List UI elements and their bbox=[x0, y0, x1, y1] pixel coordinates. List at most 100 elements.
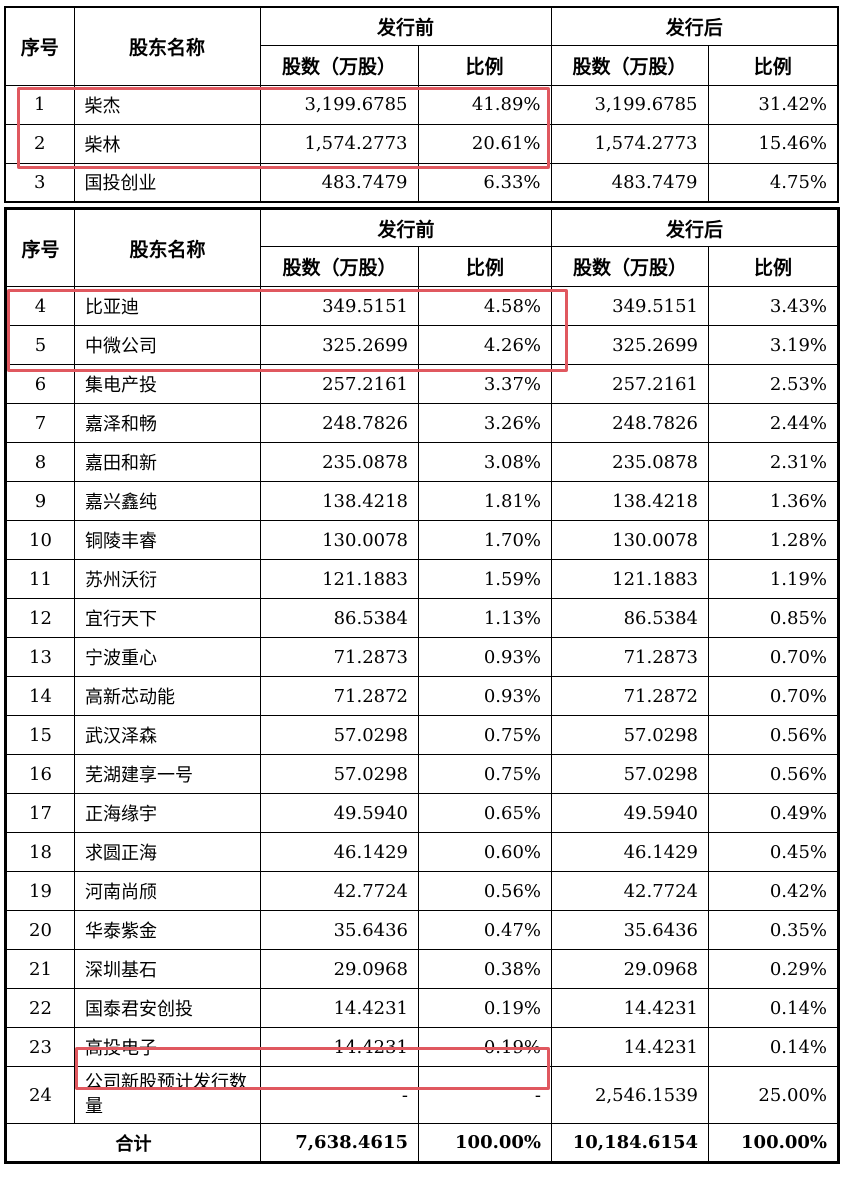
row-after-ratio: 0.70% bbox=[708, 676, 840, 716]
table-row: 23 高投电子 14.4231 0.19% 14.4231 0.14% bbox=[5, 1027, 840, 1067]
row-after-shares: 235.0878 bbox=[551, 442, 710, 482]
row-after-ratio: 3.19% bbox=[708, 325, 840, 365]
row-seq: 16 bbox=[5, 754, 75, 794]
row-name: 柴林 bbox=[73, 123, 261, 164]
row-seq: 10 bbox=[5, 520, 75, 560]
row-name: 柴杰 bbox=[73, 84, 261, 125]
row-name: 国投创业 bbox=[73, 162, 261, 203]
row-before-shares: 14.4231 bbox=[260, 1027, 419, 1067]
row-before-shares: 57.0298 bbox=[260, 754, 419, 794]
row-after-shares: 2,546.1539 bbox=[551, 1066, 710, 1124]
row-before-ratio: 1.59% bbox=[417, 559, 553, 599]
row-after-shares: 35.6436 bbox=[551, 910, 710, 950]
row-after-shares: 325.2699 bbox=[551, 325, 710, 365]
row-after-shares: 14.4231 bbox=[551, 1027, 710, 1067]
row-before-shares: - bbox=[260, 1066, 419, 1124]
row-before-ratio: 0.93% bbox=[417, 676, 553, 716]
header-before: 发行前 bbox=[259, 6, 552, 46]
row-name: 武汉泽森 bbox=[74, 715, 261, 755]
row-before-shares: 483.7479 bbox=[259, 162, 419, 203]
row-before-shares: 138.4218 bbox=[260, 481, 419, 521]
row-after-ratio: 0.70% bbox=[708, 637, 840, 677]
table-row: 19 河南尚颀 42.7724 0.56% 42.7724 0.42% bbox=[5, 871, 840, 911]
row-seq: 24 bbox=[5, 1066, 75, 1124]
row-before-ratio: 0.65% bbox=[417, 793, 553, 833]
table-row: 18 求圆正海 46.1429 0.60% 46.1429 0.45% bbox=[5, 832, 840, 872]
table-row: 24 公司新股预计发行数量 - -2,546.1539 25.00% bbox=[5, 1066, 840, 1124]
table-row: 16 芜湖建享一号 57.0298 0.75% 57.0298 0.56% bbox=[5, 754, 840, 794]
header-after-shares: 股数（万股） bbox=[551, 246, 710, 287]
row-seq: 17 bbox=[5, 793, 75, 833]
row-after-shares: 49.5940 bbox=[551, 793, 710, 833]
row-before-shares: 49.5940 bbox=[260, 793, 419, 833]
row-after-shares: 86.5384 bbox=[551, 598, 710, 638]
row-name: 比亚迪 bbox=[74, 286, 261, 326]
row-before-shares: 3,199.6785 bbox=[259, 84, 419, 125]
row-after-ratio: 0.35% bbox=[708, 910, 840, 950]
header-seq: 序号 bbox=[5, 208, 75, 287]
table-row: 21 深圳基石 29.0968 0.38% 29.0968 0.29% bbox=[5, 949, 840, 989]
row-before-ratio: 3.37% bbox=[417, 364, 553, 404]
row-after-shares: 257.2161 bbox=[551, 364, 710, 404]
row-name: 苏州沃衍 bbox=[74, 559, 261, 599]
row-before-ratio: 1.13% bbox=[417, 598, 553, 638]
total-after-ratio: 100.00% bbox=[708, 1123, 840, 1163]
total-label: 合计 bbox=[5, 1123, 261, 1163]
header-after-ratio: 比例 bbox=[708, 246, 840, 287]
row-after-ratio: 25.00% bbox=[708, 1066, 840, 1124]
row-name: 高投电子 bbox=[74, 1027, 261, 1067]
row-before-shares: 71.2873 bbox=[260, 637, 419, 677]
row-after-shares: 71.2872 bbox=[551, 676, 710, 716]
row-seq: 13 bbox=[5, 637, 75, 677]
table-row: 15 武汉泽森 57.0298 0.75% 57.0298 0.56% bbox=[5, 715, 840, 755]
row-after-shares: 138.4218 bbox=[551, 481, 710, 521]
row-name: 铜陵丰睿 bbox=[74, 520, 261, 560]
header-before-ratio: 比例 bbox=[417, 44, 552, 86]
row-before-shares: 57.0298 bbox=[260, 715, 419, 755]
row-after-ratio: 31.42% bbox=[707, 84, 839, 125]
row-before-shares: 130.0078 bbox=[260, 520, 419, 560]
row-before-shares: 121.1883 bbox=[260, 559, 419, 599]
row-after-ratio: 0.56% bbox=[708, 715, 840, 755]
row-before-ratio: 4.26% bbox=[417, 325, 553, 365]
table-row: 10 铜陵丰睿 130.0078 1.70% 130.0078 1.28% bbox=[5, 520, 840, 560]
table-row: 3 国投创业 483.7479 6.33% 483.7479 4.75% bbox=[4, 162, 839, 203]
row-before-ratio: 0.60% bbox=[417, 832, 553, 872]
row-name: 嘉田和新 bbox=[74, 442, 261, 482]
row-after-ratio: 0.42% bbox=[708, 871, 840, 911]
table-row: 20 华泰紫金 35.6436 0.47% 35.6436 0.35% bbox=[5, 910, 840, 950]
row-name: 高新芯动能 bbox=[74, 676, 261, 716]
row-before-ratio: 41.89% bbox=[417, 84, 552, 125]
row-before-shares: 325.2699 bbox=[260, 325, 419, 365]
row-seq: 5 bbox=[5, 325, 75, 365]
row-seq: 18 bbox=[5, 832, 75, 872]
row-after-shares: 248.7826 bbox=[551, 403, 710, 443]
row-after-ratio: 1.28% bbox=[708, 520, 840, 560]
shareholder-table-part2: 序号 股东名称 发行前 发行后 股数（万股） 比例 股数（万股） 比例 4 比亚迪… bbox=[4, 207, 841, 1164]
row-after-ratio: 2.31% bbox=[708, 442, 840, 482]
row-seq: 23 bbox=[5, 1027, 75, 1067]
row-before-shares: 86.5384 bbox=[260, 598, 419, 638]
row-before-ratio: 1.70% bbox=[417, 520, 553, 560]
total-after-shares: 10,184.6154 bbox=[551, 1123, 710, 1163]
row-before-ratio: 4.58% bbox=[417, 286, 553, 326]
row-name: 公司新股预计发行数量 bbox=[74, 1066, 261, 1124]
row-after-ratio: 1.36% bbox=[708, 481, 840, 521]
row-seq: 4 bbox=[5, 286, 75, 326]
row-after-shares: 71.2873 bbox=[551, 637, 710, 677]
row-after-shares: 3,199.6785 bbox=[550, 84, 709, 125]
header-after: 发行后 bbox=[551, 208, 840, 247]
row-after-ratio: 15.46% bbox=[707, 123, 839, 164]
row-name: 华泰紫金 bbox=[74, 910, 261, 950]
row-before-ratio: 0.93% bbox=[417, 637, 553, 677]
row-before-shares: 235.0878 bbox=[260, 442, 419, 482]
row-seq: 12 bbox=[5, 598, 75, 638]
row-after-ratio: 4.75% bbox=[707, 162, 839, 203]
row-before-ratio: 0.75% bbox=[417, 754, 553, 794]
table-row: 12 宜行天下 86.5384 1.13% 86.5384 0.85% bbox=[5, 598, 840, 638]
row-before-ratio: 0.38% bbox=[417, 949, 553, 989]
row-after-ratio: 0.29% bbox=[708, 949, 840, 989]
row-seq: 9 bbox=[5, 481, 75, 521]
header-name: 股东名称 bbox=[74, 208, 261, 287]
row-seq: 3 bbox=[4, 162, 75, 203]
